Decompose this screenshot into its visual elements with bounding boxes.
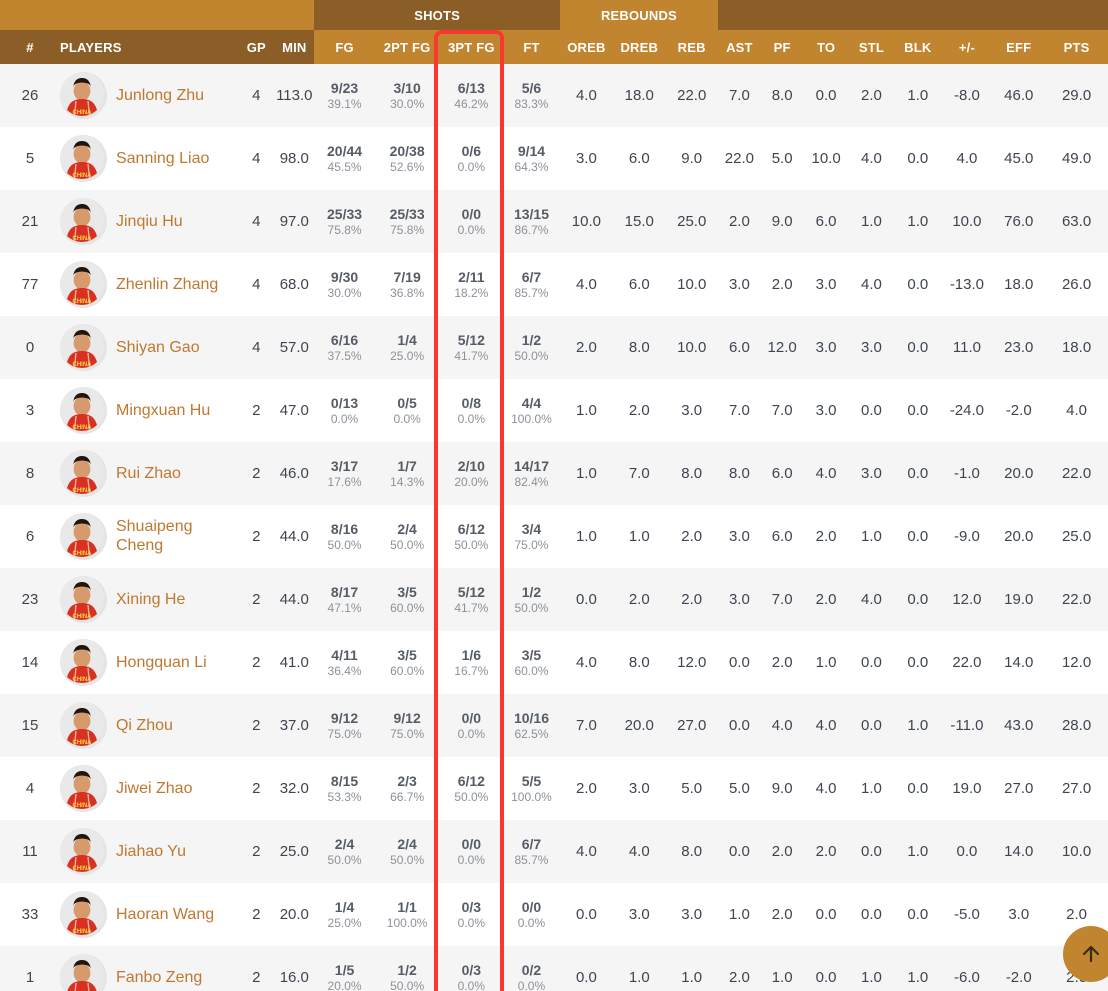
svg-text:CHINA: CHINA [72, 866, 92, 872]
svg-text:CHINA: CHINA [72, 236, 92, 242]
svg-text:CHINA: CHINA [72, 110, 92, 116]
svg-text:CHINA: CHINA [72, 803, 92, 809]
svg-text:CHINA: CHINA [72, 677, 92, 683]
svg-text:CHINA: CHINA [72, 299, 92, 305]
svg-text:CHINA: CHINA [72, 362, 92, 368]
svg-text:CHINA: CHINA [72, 929, 92, 935]
svg-text:CHINA: CHINA [72, 614, 92, 620]
svg-text:CHINA: CHINA [72, 488, 92, 494]
svg-text:CHINA: CHINA [72, 740, 92, 746]
svg-text:CHINA: CHINA [72, 425, 92, 431]
svg-text:CHINA: CHINA [72, 173, 92, 179]
svg-text:CHINA: CHINA [72, 551, 92, 557]
